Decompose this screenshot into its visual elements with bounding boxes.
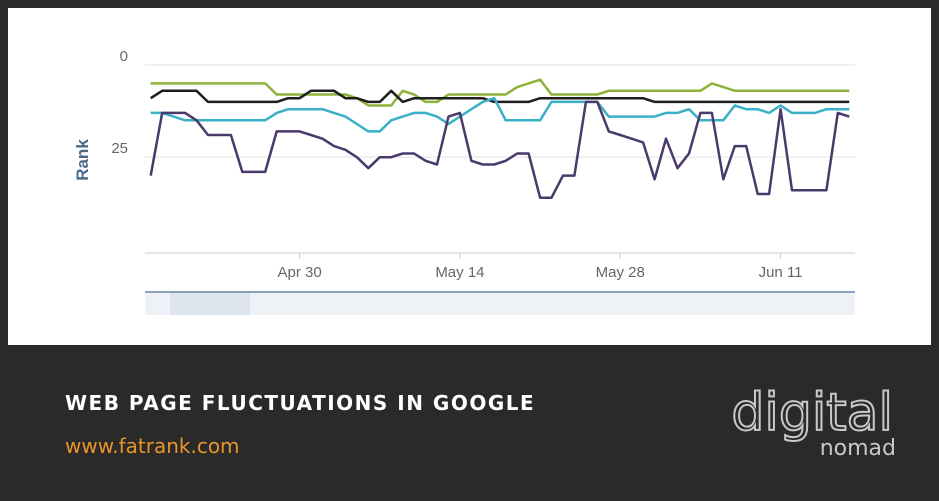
url: www.fatrank.com <box>65 434 240 458</box>
series-line <box>150 78 850 107</box>
logo-top: digital <box>731 383 893 443</box>
x-tick-label: May 14 <box>435 264 484 281</box>
y-tick-label: 25 <box>111 140 128 157</box>
x-tick-label: Jun 11 <box>759 264 803 281</box>
navigator <box>145 291 855 315</box>
y-axis-label: Rank <box>73 139 92 181</box>
caption: WEB PAGE FLUCTUATIONS IN GOOGLE <box>65 391 535 415</box>
series-line <box>150 89 850 104</box>
navigator-handle <box>170 293 250 315</box>
x-tick-label: Apr 30 <box>277 264 321 281</box>
series-line <box>149 100 850 199</box>
x-tick-label: May 28 <box>596 264 645 281</box>
logo-bottom: nomad <box>820 436 896 461</box>
series-line <box>150 96 850 133</box>
y-tick-label: 0 <box>120 48 128 65</box>
chart-panel <box>8 8 931 345</box>
